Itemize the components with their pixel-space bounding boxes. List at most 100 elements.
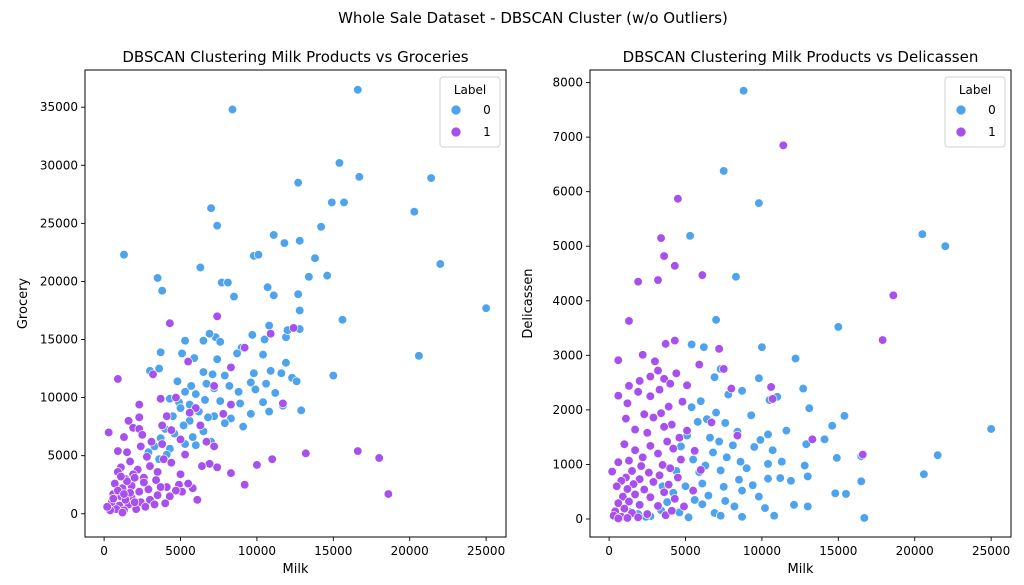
data-point <box>662 497 672 507</box>
x-tick-label: 10000 <box>238 544 276 558</box>
data-point <box>714 344 724 354</box>
data-point <box>108 494 118 504</box>
data-point <box>720 496 730 506</box>
data-point <box>117 507 128 518</box>
legend-marker <box>955 126 967 138</box>
data-point <box>697 478 707 489</box>
data-point <box>152 273 163 283</box>
data-point <box>252 460 262 470</box>
data-point <box>157 439 167 449</box>
data-point <box>304 272 314 282</box>
data-point <box>266 366 276 376</box>
data-point <box>735 457 746 467</box>
data-point <box>613 457 623 467</box>
data-point <box>624 455 634 466</box>
data-point <box>195 420 206 431</box>
data-point <box>732 430 743 441</box>
data-point <box>676 441 686 452</box>
data-point <box>830 488 840 499</box>
data-point <box>276 368 287 378</box>
x-tick-label: 0 <box>100 544 108 558</box>
data-point <box>755 435 766 445</box>
data-point <box>686 339 697 350</box>
data-point <box>668 443 678 454</box>
data-point <box>137 430 147 440</box>
data-point <box>183 478 193 489</box>
data-point <box>628 479 639 489</box>
data-point <box>638 350 648 360</box>
data-point <box>203 412 213 422</box>
data-point <box>754 491 764 502</box>
data-point <box>664 401 674 412</box>
data-point <box>288 323 299 333</box>
data-point <box>175 403 186 413</box>
data-point <box>426 173 436 183</box>
data-point <box>233 387 244 397</box>
data-point <box>240 480 250 490</box>
data-point <box>409 207 419 217</box>
data-point <box>670 494 680 504</box>
x-tick-label: 25000 <box>467 544 505 558</box>
data-point <box>800 460 810 471</box>
data-point <box>240 342 250 353</box>
data-point <box>648 412 659 423</box>
y-tick-label: 20000 <box>40 274 78 288</box>
data-point <box>659 251 669 261</box>
data-point <box>819 434 830 444</box>
data-point <box>677 397 688 407</box>
data-point <box>683 512 694 523</box>
series-1 <box>102 311 393 518</box>
data-point <box>763 429 773 440</box>
data-point <box>697 499 707 509</box>
x-axis-label: Milk <box>788 562 814 577</box>
data-point <box>192 495 202 505</box>
data-point <box>778 140 788 150</box>
data-point <box>139 477 149 488</box>
data-point <box>716 465 726 476</box>
data-point <box>613 391 623 401</box>
data-point <box>685 231 695 241</box>
data-point <box>686 402 697 412</box>
y-tick-label: 7000 <box>552 130 583 144</box>
data-point <box>656 408 666 418</box>
data-point <box>676 454 686 465</box>
data-point <box>642 428 652 438</box>
data-point <box>636 461 646 471</box>
data-point <box>215 337 225 347</box>
data-point <box>645 441 656 451</box>
data-point <box>786 476 796 486</box>
data-point <box>246 377 256 388</box>
data-point <box>635 474 645 484</box>
data-point <box>296 405 306 416</box>
data-point <box>119 250 129 260</box>
x-axis-label: Milk <box>283 562 309 577</box>
data-point <box>353 446 363 456</box>
data-point <box>729 501 740 512</box>
data-point <box>383 489 393 499</box>
data-point <box>269 290 279 301</box>
data-point <box>146 437 157 447</box>
x-tick-label: 15000 <box>314 544 352 558</box>
data-point <box>856 476 866 487</box>
data-point <box>734 475 744 485</box>
data-point <box>711 315 721 325</box>
data-point <box>204 459 215 469</box>
data-point <box>152 467 163 477</box>
data-point <box>720 418 730 428</box>
y-tick-label: 0 <box>575 512 583 526</box>
data-point <box>226 468 236 478</box>
chart-title: DBSCAN Clustering Milk Products vs Delic… <box>623 48 979 66</box>
data-point <box>337 315 348 325</box>
data-point <box>801 439 811 449</box>
data-point <box>160 498 170 508</box>
data-point <box>613 513 623 524</box>
data-point <box>374 453 384 463</box>
data-point <box>247 330 257 340</box>
data-point <box>140 502 151 512</box>
data-point <box>613 355 623 365</box>
data-point <box>134 487 144 497</box>
data-point <box>143 484 154 495</box>
data-point <box>339 197 349 208</box>
data-point <box>741 463 752 473</box>
